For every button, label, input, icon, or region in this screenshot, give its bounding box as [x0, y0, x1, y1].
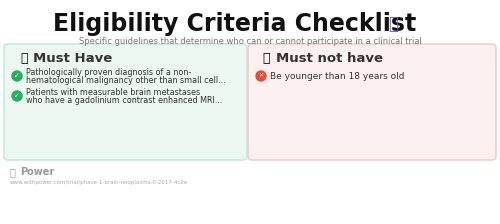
Text: Be younger than 18 years old: Be younger than 18 years old — [270, 71, 404, 80]
Text: Must not have: Must not have — [276, 52, 383, 65]
Text: ✓: ✓ — [14, 93, 20, 99]
Text: 👍: 👍 — [20, 52, 28, 65]
Circle shape — [256, 71, 266, 81]
Text: who have a gadolinium contrast enhanced MRI...: who have a gadolinium contrast enhanced … — [26, 95, 222, 105]
FancyBboxPatch shape — [248, 44, 496, 160]
Text: ✕: ✕ — [258, 73, 264, 78]
Text: Pathologically proven diagnosis of a non-: Pathologically proven diagnosis of a non… — [26, 67, 191, 77]
Text: Must Have: Must Have — [33, 52, 112, 65]
Text: ✓: ✓ — [14, 73, 20, 79]
Text: ⏻: ⏻ — [10, 167, 16, 177]
Text: 👎: 👎 — [262, 52, 270, 65]
Text: Patients with measurable brain metastases: Patients with measurable brain metastase… — [26, 88, 200, 97]
Text: Power: Power — [20, 167, 54, 177]
Text: Eligibility Criteria Checklist: Eligibility Criteria Checklist — [54, 12, 416, 36]
Text: 📋: 📋 — [388, 15, 398, 33]
Circle shape — [12, 71, 22, 81]
Text: Specific guidelines that determine who can or cannot participate in a clinical t: Specific guidelines that determine who c… — [78, 37, 422, 45]
Text: www.withpower.com/trial/phase-1-brain-neoplasms-II-2017-4c2e: www.withpower.com/trial/phase-1-brain-ne… — [10, 179, 188, 185]
Circle shape — [12, 91, 22, 101]
FancyBboxPatch shape — [4, 44, 247, 160]
Text: hematological malignancy other than small cell...: hematological malignancy other than smal… — [26, 75, 226, 84]
